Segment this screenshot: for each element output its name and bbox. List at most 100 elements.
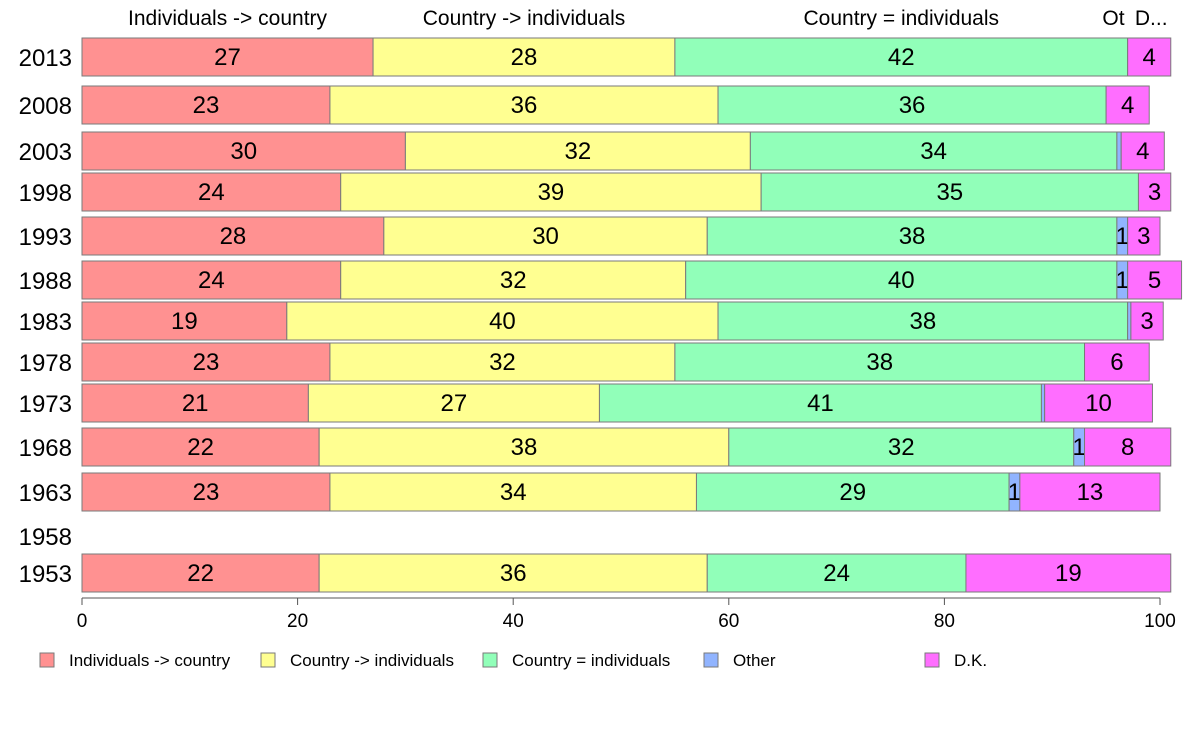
category-label-1988: 1988 (19, 268, 72, 295)
legend-swatch-d-k (924, 652, 940, 668)
bar-segment-country-individuals-1963 (695, 472, 1010, 512)
category-label-1958: 1958 (19, 524, 72, 551)
bar-segment-country-individuals-1988 (340, 260, 687, 300)
category-label-2013: 2013 (19, 45, 72, 72)
bar-segment-d-k-2008 (1105, 85, 1150, 125)
category-label-1998: 1998 (19, 180, 72, 207)
legend-swatch-individuals-country (39, 652, 55, 668)
bar-segment-d-k-1953 (965, 553, 1172, 593)
bar-segment-d-k-1963 (1019, 472, 1161, 512)
bar-segment-individuals-country-2003 (81, 131, 406, 171)
data-label-country-individuals-1998: 35 (936, 179, 963, 206)
data-label-other-1968: 1 (1072, 434, 1085, 461)
category-label-1983: 1983 (19, 309, 72, 336)
data-label-individuals-country-1998: 24 (198, 179, 225, 206)
data-label-individuals-country-1993: 28 (220, 223, 247, 250)
legend-label-individuals-country: Individuals -> country (69, 651, 231, 670)
data-label-d-k-1968: 8 (1121, 434, 1134, 461)
data-label-country-individuals-2013: 28 (511, 44, 538, 71)
data-label-other-1988: 1 (1116, 267, 1129, 294)
column-header-country-individuals: Country = individuals (804, 7, 1000, 30)
bar-segment-individuals-country-2013 (81, 37, 374, 77)
bar-segment-country-individuals-1978 (329, 342, 676, 382)
bar-segment-d-k-1988 (1127, 260, 1183, 300)
column-header-individuals-country: Individuals -> country (128, 7, 328, 30)
bar-segment-country-individuals-1993 (706, 216, 1118, 256)
category-label-2003: 2003 (19, 139, 72, 166)
data-label-country-individuals-1983: 40 (489, 308, 516, 335)
bar-segment-country-individuals-1998 (340, 172, 762, 212)
data-label-country-individuals-1963: 29 (839, 479, 866, 506)
category-label-1973: 1973 (19, 391, 72, 418)
x-tick-label-20: 20 (287, 611, 308, 632)
data-label-d-k-2013: 4 (1143, 44, 1156, 71)
bar-segment-country-individuals-1963 (329, 472, 697, 512)
bar-segment-individuals-country-2008 (81, 85, 331, 125)
data-label-individuals-country-1983: 19 (171, 308, 198, 335)
bar-segment-individuals-country-1963 (81, 472, 331, 512)
bar-segment-d-k-1978 (1084, 342, 1150, 382)
bar-segment-d-k-1993 (1127, 216, 1161, 256)
x-tick-label-80: 80 (934, 611, 955, 632)
x-tick-label-60: 60 (718, 611, 739, 632)
legend-label-d-k: D.K. (954, 651, 987, 670)
legend-label-country-individuals: Country = individuals (512, 651, 670, 670)
bar-segment-d-k-1973 (1044, 383, 1153, 423)
data-label-other-1993: 1 (1116, 223, 1129, 250)
bar-segment-d-k-2003 (1120, 131, 1165, 171)
data-label-country-individuals-2008: 36 (899, 92, 926, 119)
data-label-individuals-country-1978: 23 (193, 349, 220, 376)
data-label-individuals-country-1953: 22 (187, 560, 214, 587)
bar-segment-individuals-country-1978 (81, 342, 331, 382)
bar-segment-country-individuals-2008 (329, 85, 719, 125)
bar-segment-country-individuals-1953 (706, 553, 967, 593)
category-label-1963: 1963 (19, 480, 72, 507)
data-label-d-k-1983: 3 (1140, 308, 1153, 335)
legend-label-country-individuals: Country -> individuals (290, 651, 454, 670)
data-label-country-individuals-1953: 24 (823, 560, 850, 587)
column-header-country-individuals: Country -> individuals (423, 7, 626, 30)
bar-segment-country-individuals-2008 (717, 85, 1107, 125)
data-label-d-k-1993: 3 (1137, 223, 1150, 250)
legend-swatch-country-individuals (260, 652, 276, 668)
data-label-individuals-country-2013: 27 (214, 44, 241, 71)
data-label-country-individuals-1993: 30 (532, 223, 559, 250)
data-label-country-individuals-1978: 38 (866, 349, 893, 376)
x-tick-label-100: 100 (1144, 611, 1176, 632)
data-label-d-k-1988: 5 (1148, 267, 1161, 294)
data-label-country-individuals-1983: 38 (909, 308, 936, 335)
x-tick-label-40: 40 (503, 611, 524, 632)
data-label-other-1963: 1 (1008, 479, 1021, 506)
bar-segment-individuals-country-1968 (81, 427, 320, 467)
data-label-country-individuals-1973: 41 (807, 390, 834, 417)
category-label-2008: 2008 (19, 93, 72, 120)
bar-segment-d-k-2013 (1127, 37, 1172, 77)
bar-segment-d-k-1998 (1137, 172, 1172, 212)
bar-segment-other-2003 (1116, 131, 1122, 171)
bar-segment-country-individuals-1973 (598, 383, 1042, 423)
data-label-d-k-2008: 4 (1121, 92, 1134, 119)
bar-segment-country-individuals-1968 (318, 427, 730, 467)
category-label-1993: 1993 (19, 224, 72, 251)
column-header-d-k: D... (1135, 7, 1168, 30)
bar-segment-country-individuals-1968 (728, 427, 1075, 467)
data-label-country-individuals-1963: 34 (500, 479, 527, 506)
category-label-1968: 1968 (19, 435, 72, 462)
data-label-country-individuals-2003: 34 (920, 138, 947, 165)
data-label-d-k-1973: 10 (1085, 390, 1112, 417)
data-label-individuals-country-1973: 21 (182, 390, 209, 417)
bar-segment-individuals-country-1998 (81, 172, 342, 212)
data-label-country-individuals-1968: 38 (511, 434, 538, 461)
category-label-1953: 1953 (19, 561, 72, 588)
data-label-country-individuals-1988: 40 (888, 267, 915, 294)
data-label-d-k-1953: 19 (1055, 560, 1082, 587)
data-label-d-k-1963: 13 (1077, 479, 1104, 506)
bar-segment-country-individuals-1953 (318, 553, 708, 593)
data-label-country-individuals-2008: 36 (511, 92, 538, 119)
bar-segment-individuals-country-1993 (81, 216, 385, 256)
bar-segment-country-individuals-1993 (383, 216, 708, 256)
data-label-d-k-1978: 6 (1110, 349, 1123, 376)
data-label-country-individuals-1973: 27 (441, 390, 468, 417)
